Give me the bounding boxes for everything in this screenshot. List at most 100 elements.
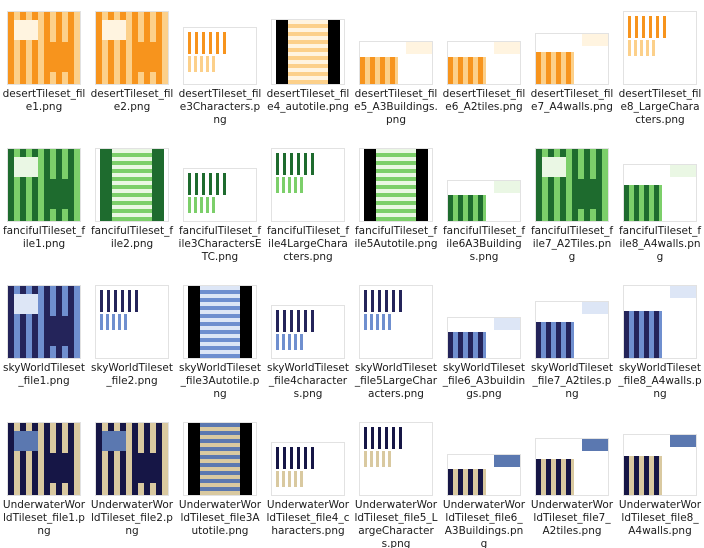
file-item[interactable]: desertTileset_file6_A2tiles.png [441, 0, 527, 134]
file-item[interactable]: skyWorldTileset_file2.png [89, 274, 175, 408]
file-name: desertTileset_file1.png [2, 88, 86, 113]
tile-block [276, 153, 316, 175]
file-item[interactable]: UnderwaterWorldTileset_file6_A3Buildings… [441, 411, 527, 548]
file-item[interactable]: desertTileset_file3Characters.png [177, 0, 263, 134]
file-name: desertTileset_file3Characters.png [178, 88, 262, 126]
tile-block [276, 310, 316, 332]
tile-block [286, 20, 330, 84]
thumbnail [184, 169, 256, 221]
file-item[interactable]: skyWorldTileset_file3Autotile.png [177, 274, 263, 408]
file-name: fancifulTileset_file3CharactersETC.png [178, 225, 262, 263]
file-name: fancifulTileset_file2.png [90, 225, 174, 250]
tile-block [542, 157, 566, 177]
thumbnail [8, 12, 80, 84]
file-item[interactable]: desertTileset_file2.png [89, 0, 175, 134]
file-name: fancifulTileset_file5Autotile.png [354, 225, 438, 250]
file-name: UnderwaterWorldTileset_file6_A3Buildings… [442, 499, 526, 548]
file-item[interactable]: UnderwaterWorldTileset_file5_LargeCharac… [353, 411, 439, 548]
tile-block [448, 469, 486, 495]
thumbnail [8, 423, 80, 495]
tile-block [364, 314, 394, 330]
tile-block [14, 294, 38, 314]
file-item[interactable]: desertTileset_file5_A3Buildings.png [353, 0, 439, 134]
bar [240, 423, 252, 495]
tile-block [582, 302, 608, 314]
tile-block [136, 42, 162, 72]
tile-block [448, 195, 486, 221]
file-item[interactable]: fancifulTileset_file2.png [89, 137, 175, 271]
file-name: skyWorldTileset_file7_A2tiles.png [531, 362, 613, 400]
thumbnail [8, 149, 80, 221]
file-item[interactable]: skyWorldTileset_file6_A3buildings.png [441, 274, 527, 408]
file-item[interactable]: UnderwaterWorldTileset_file4_characters.… [265, 411, 351, 545]
file-name: desertTileset_file7_A4walls.png [530, 88, 614, 113]
tile-block [670, 165, 696, 177]
thumbnail [360, 423, 432, 495]
tile-block [100, 314, 130, 330]
file-item[interactable]: UnderwaterWorldTileset_file2.png [89, 411, 175, 545]
tile-block [276, 334, 306, 350]
bar [188, 423, 200, 495]
thumbnail [272, 306, 344, 358]
file-item[interactable]: fancifulTileset_file5Autotile.png [353, 137, 439, 271]
file-item[interactable]: desertTileset_file7_A4walls.png [529, 0, 615, 134]
thumbnail [624, 435, 696, 495]
file-item[interactable]: skyWorldTileset_file5LargeCharacters.png [353, 274, 439, 408]
tile-block [360, 56, 398, 84]
file-item[interactable]: UnderwaterWorldTileset_file8_A4walls.png [617, 411, 703, 545]
tile-block [670, 286, 696, 298]
thumbnail [96, 12, 168, 84]
tile-block [48, 179, 74, 209]
thumbnail [624, 12, 696, 84]
tile-block [624, 184, 662, 221]
file-name: UnderwaterWorldTileset_file2.png [90, 499, 174, 537]
bar [276, 20, 288, 84]
thumbnail [624, 165, 696, 221]
tile-block [624, 311, 662, 358]
thumbnail [96, 423, 168, 495]
tile-block [276, 471, 306, 487]
file-name: UnderwaterWorldTileset_file7_A2tiles.png [530, 499, 614, 537]
file-name: UnderwaterWorldTileset_file1.png [2, 499, 86, 537]
file-item[interactable]: desertTileset_file1.png [1, 0, 87, 134]
tile-block [582, 34, 608, 46]
file-item[interactable]: UnderwaterWorldTileset_file1.png [1, 411, 87, 545]
file-item[interactable]: fancifulTileset_file3CharactersETC.png [177, 137, 263, 271]
file-item[interactable]: fancifulTileset_file7_A2Tiles.png [529, 137, 615, 271]
thumbnail [272, 20, 344, 84]
file-item[interactable]: fancifulTileset_file4LargeCharacters.png [265, 137, 351, 271]
thumbnail [272, 443, 344, 495]
file-item[interactable]: desertTileset_file4_autotile.png [265, 0, 351, 134]
tile-block [670, 435, 696, 447]
file-item[interactable]: UnderwaterWorldTileset_file7_A2tiles.png [529, 411, 615, 545]
file-item[interactable]: fancifulTileset_file1.png [1, 137, 87, 271]
tile-block [48, 316, 74, 346]
tile-block [448, 332, 486, 358]
thumbnail [448, 181, 520, 221]
file-name: desertTileset_file6_A2tiles.png [442, 88, 526, 113]
file-item[interactable]: UnderwaterWorldTileset_file3Autotile.png [177, 411, 263, 545]
tile-block [102, 20, 126, 40]
file-item[interactable]: skyWorldTileset_file8_A4walls.png [617, 274, 703, 408]
tile-block [48, 453, 74, 483]
file-item[interactable]: desertTileset_file8_LargeCharacters.png [617, 0, 703, 134]
tile-block [494, 455, 520, 467]
file-name: skyWorldTileset_file3Autotile.png [179, 362, 261, 400]
file-name: desertTileset_file2.png [90, 88, 174, 113]
tile-block [536, 458, 574, 495]
tile-block [576, 179, 602, 209]
file-item[interactable]: skyWorldTileset_file7_A2tiles.png [529, 274, 615, 408]
file-name: fancifulTileset_file7_A2Tiles.png [530, 225, 614, 263]
file-item[interactable]: fancifulTileset_file6A3Buildings.png [441, 137, 527, 271]
thumbnail [624, 286, 696, 358]
tile-block [136, 453, 162, 483]
bar [100, 149, 112, 221]
tile-block [188, 32, 228, 54]
file-item[interactable]: skyWorldTileset_file1.png [1, 274, 87, 408]
file-item[interactable]: skyWorldTileset_file4characters.png [265, 274, 351, 408]
tile-block [536, 51, 574, 84]
file-item[interactable]: fancifulTileset_file8_A4walls.png [617, 137, 703, 271]
thumbnail [448, 318, 520, 358]
tile-block [188, 197, 218, 213]
